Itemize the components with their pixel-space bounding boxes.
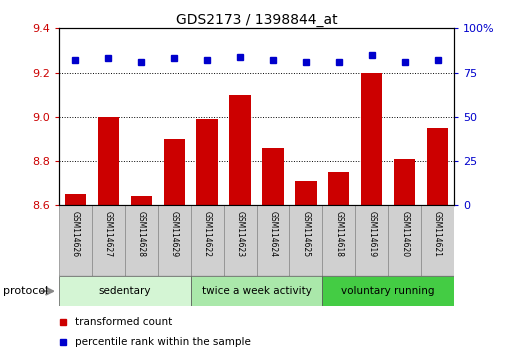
Bar: [196, 119, 218, 205]
Bar: [97, 117, 119, 205]
Text: GSM114626: GSM114626: [71, 211, 80, 257]
Bar: [289, 205, 322, 276]
Text: sedentary: sedentary: [98, 286, 151, 296]
Text: GSM114621: GSM114621: [433, 211, 442, 257]
Bar: [427, 128, 448, 205]
Bar: [224, 205, 256, 276]
Text: GSM114627: GSM114627: [104, 211, 113, 257]
Title: GDS2173 / 1398844_at: GDS2173 / 1398844_at: [175, 13, 338, 27]
Bar: [158, 205, 191, 276]
Text: transformed count: transformed count: [75, 318, 172, 327]
Bar: [421, 205, 454, 276]
Text: GSM114629: GSM114629: [170, 211, 179, 257]
Text: GSM114620: GSM114620: [400, 211, 409, 257]
Bar: [229, 95, 251, 205]
Text: percentile rank within the sample: percentile rank within the sample: [75, 337, 251, 347]
Bar: [322, 205, 355, 276]
Bar: [256, 205, 289, 276]
Bar: [328, 172, 349, 205]
Bar: [65, 194, 86, 205]
Text: GSM114618: GSM114618: [334, 211, 343, 257]
Text: twice a week activity: twice a week activity: [202, 286, 311, 296]
Text: GSM114619: GSM114619: [367, 211, 376, 257]
Bar: [262, 148, 284, 205]
Bar: [131, 196, 152, 205]
Bar: [59, 276, 191, 306]
Text: protocol: protocol: [3, 286, 48, 296]
Bar: [125, 205, 158, 276]
Bar: [322, 276, 454, 306]
Text: GSM114628: GSM114628: [137, 211, 146, 257]
Bar: [92, 205, 125, 276]
Text: GSM114623: GSM114623: [235, 211, 245, 257]
Text: GSM114624: GSM114624: [268, 211, 278, 257]
Bar: [394, 159, 416, 205]
Bar: [355, 205, 388, 276]
Bar: [295, 181, 317, 205]
Text: voluntary running: voluntary running: [342, 286, 435, 296]
Text: GSM114625: GSM114625: [301, 211, 310, 257]
Bar: [164, 139, 185, 205]
Bar: [361, 73, 382, 205]
Bar: [191, 205, 224, 276]
Text: GSM114622: GSM114622: [203, 211, 212, 257]
Bar: [191, 276, 322, 306]
Bar: [59, 205, 92, 276]
Bar: [388, 205, 421, 276]
